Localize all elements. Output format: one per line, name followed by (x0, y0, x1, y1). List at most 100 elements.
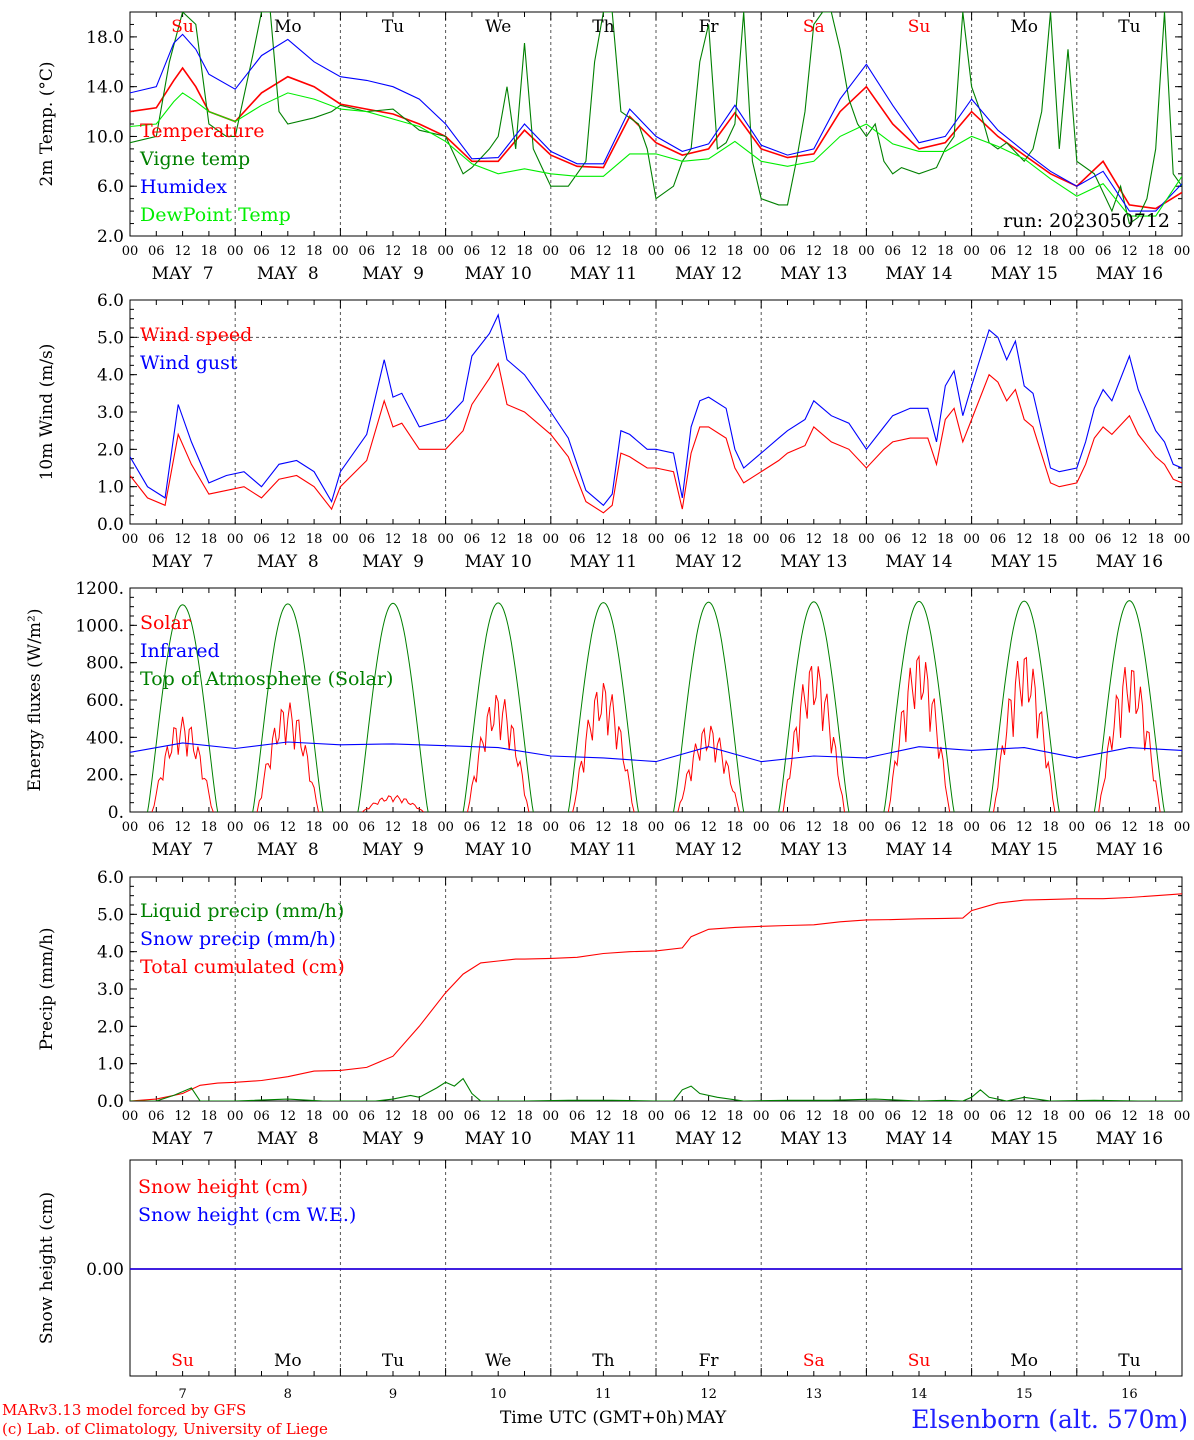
date-label: MAY 8 (257, 1129, 319, 1149)
hour-tick-label: 00 (122, 820, 139, 835)
solar-curve (1098, 666, 1161, 812)
hour-tick-label: 00 (963, 820, 980, 835)
hour-tick-label: 18 (411, 532, 428, 547)
y-tick-label: 0.0 (97, 515, 124, 535)
day-number-label: 13 (806, 1387, 823, 1402)
series-liquid-precip-mm-h (130, 1077, 1182, 1101)
hour-tick-label: 12 (174, 1109, 191, 1124)
hour-tick-label: 00 (1069, 244, 1086, 259)
day-number-label: 12 (700, 1387, 717, 1402)
solar-curve (467, 694, 530, 812)
day-of-week-label: Su (908, 17, 931, 37)
plot-area (130, 600, 1182, 812)
hour-tick-label: 18 (1147, 1109, 1164, 1124)
date-label: MAY 14 (885, 840, 952, 860)
date-label: MAY 12 (675, 264, 742, 284)
plot-area (130, 313, 1182, 514)
hour-tick-label: 12 (174, 532, 191, 547)
hour-tick-label: 06 (148, 532, 165, 547)
hour-tick-label: 18 (832, 532, 849, 547)
hour-tick-label: 12 (700, 244, 717, 259)
hour-tick-label: 12 (490, 820, 507, 835)
y-axis-label: Energy fluxes (W/m²) (25, 609, 45, 792)
panel-3: 0. 200. 400. 600. 800. 1000. 1200. Energy fluxe… (25, 579, 1190, 860)
date-label: MAY 13 (780, 552, 847, 572)
hour-tick-label: 18 (516, 244, 533, 259)
hour-tick-label: 18 (411, 1109, 428, 1124)
hour-tick-label: 00 (122, 244, 139, 259)
hour-tick-label: 06 (253, 244, 270, 259)
y-tick-label: 800. (86, 654, 124, 674)
day-number-label: 15 (1016, 1387, 1033, 1402)
hour-tick-label: 06 (464, 244, 481, 259)
hour-tick-label: 18 (1147, 244, 1164, 259)
y-tick-label: 600. (86, 691, 124, 711)
hour-tick-label: 00 (648, 532, 665, 547)
date-label: MAY 15 (991, 840, 1058, 860)
date-label: MAY 8 (257, 552, 319, 572)
series-total-cumulated-cm (130, 893, 1182, 1101)
toa-solar-curve (357, 602, 429, 812)
hour-tick-label: 06 (569, 532, 586, 547)
day-number-label: 9 (389, 1387, 397, 1402)
y-tick-label: 5.0 (97, 328, 124, 348)
day-number-label: 7 (178, 1387, 186, 1402)
day-number-label: 10 (490, 1387, 507, 1402)
hour-tick-label: 12 (806, 1109, 823, 1124)
hour-tick-label: 06 (358, 244, 375, 259)
hour-tick-label: 18 (201, 532, 218, 547)
y-tick-label: 1000. (75, 616, 124, 636)
hour-tick-label: 00 (543, 820, 560, 835)
hour-tick-label: 18 (1147, 820, 1164, 835)
date-label: MAY 16 (1096, 1129, 1163, 1149)
date-label: MAY 11 (570, 264, 637, 284)
hour-tick-label: 06 (990, 820, 1007, 835)
day-of-week-label: Mo (1010, 1351, 1038, 1371)
series-dewpoint-temp (130, 92, 1182, 217)
hour-tick-label: 00 (648, 820, 665, 835)
y-tick-label: 1.0 (97, 1055, 124, 1075)
hour-tick-label: 12 (595, 532, 612, 547)
date-label: MAY 10 (465, 840, 532, 860)
hour-tick-label: 18 (937, 532, 954, 547)
hour-tick-label: 12 (911, 244, 928, 259)
toa-solar-curve (462, 602, 534, 812)
hour-tick-label: 00 (437, 532, 454, 547)
legend-entry: Humidex (140, 176, 227, 198)
hour-tick-label: 00 (963, 1109, 980, 1124)
y-tick-label: 1200. (75, 579, 124, 599)
day-of-week-label: Mo (274, 17, 302, 37)
legend-entry: Liquid precip (mm/h) (140, 900, 344, 922)
y-tick-label: 2.0 (97, 1017, 124, 1037)
hour-tick-label: 18 (621, 820, 638, 835)
y-tick-label: 4.0 (97, 366, 124, 386)
hour-tick-label: 00 (648, 1109, 665, 1124)
hour-tick-label: 00 (753, 1109, 770, 1124)
hour-tick-label: 12 (280, 1109, 297, 1124)
hour-tick-label: 12 (1016, 1109, 1033, 1124)
toa-solar-curve (1093, 600, 1165, 812)
y-tick-label: 6.0 (97, 291, 124, 311)
date-label: MAY 16 (1096, 552, 1163, 572)
legend-entry: Infrared (140, 640, 220, 662)
solar-curve (572, 682, 635, 812)
hour-tick-label: 06 (569, 244, 586, 259)
hour-tick-label: 06 (253, 532, 270, 547)
hour-tick-label: 12 (174, 244, 191, 259)
toa-solar-curve (883, 600, 955, 812)
toa-solar-curve (147, 604, 219, 812)
panel-2: 0.0 1.0 2.0 3.0 4.0 5.0 6.0 10m Wind (m/s) 00 06 1… (37, 291, 1190, 572)
series-vigne-temp (130, 12, 1182, 225)
date-label: MAY 10 (465, 552, 532, 572)
date-label: MAY 7 (152, 552, 214, 572)
hour-tick-label: 06 (779, 820, 796, 835)
day-of-week-label: Th (592, 17, 614, 37)
hour-tick-label: 00 (227, 1109, 244, 1124)
y-axis-label: 2m Temp. (°C) (37, 61, 57, 186)
y-tick-label: 6.0 (97, 868, 124, 888)
toa-solar-curve (988, 600, 1060, 812)
plot-area (130, 893, 1182, 1101)
hour-tick-label: 06 (358, 532, 375, 547)
y-tick-label: 4.0 (97, 943, 124, 963)
hour-tick-label: 06 (253, 1109, 270, 1124)
